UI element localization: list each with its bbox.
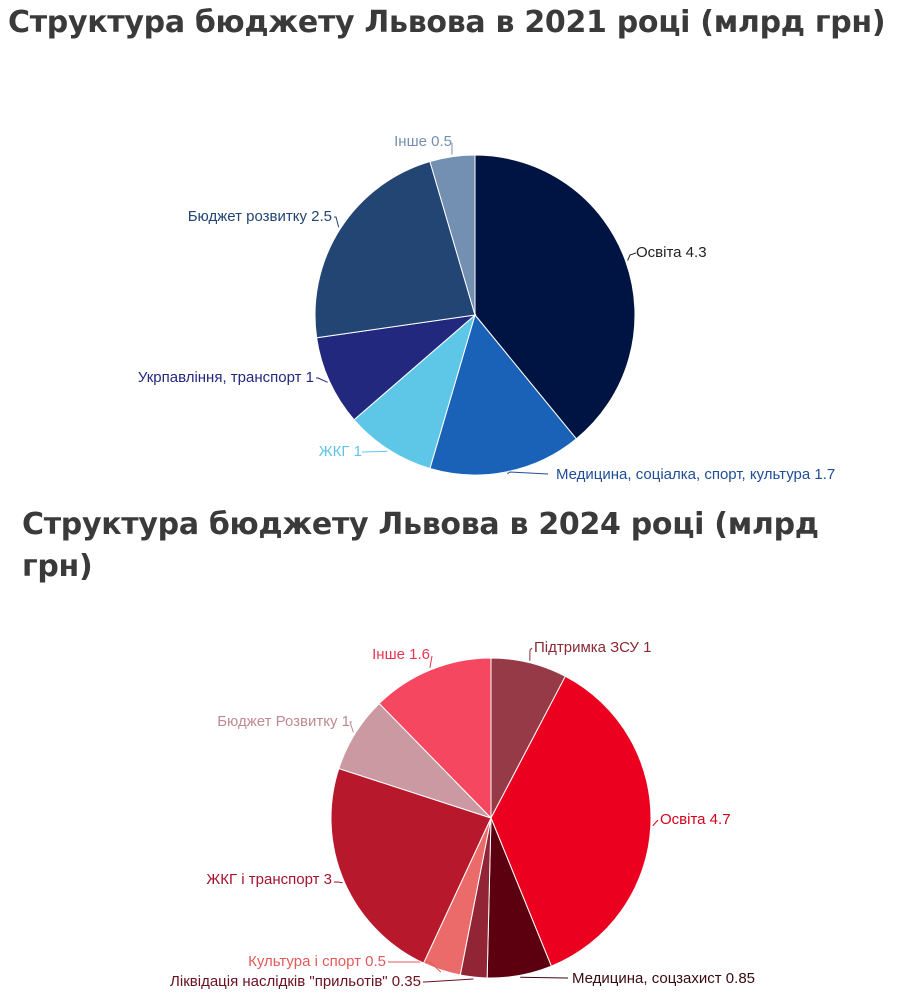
pie-slice-інше: [378, 657, 492, 820]
slice-label: Медицина, соціалка, спорт, культура 1.7: [556, 466, 835, 483]
leader-line: [349, 721, 354, 733]
leader-line: [506, 471, 549, 475]
pie-slice-жкг: [353, 313, 476, 470]
leader-line: [388, 961, 442, 973]
leader-line: [627, 252, 637, 261]
chart-title-2021: Структура бюджету Львова в 2021 році (мл…: [8, 5, 886, 40]
slice-label: Медицина, соцзахист 0.85: [572, 970, 755, 987]
pie-slice-укрпавління-транспорт: [316, 314, 477, 421]
leader-line: [652, 819, 659, 827]
slice-label: Укрпавління, транспорт 1: [138, 369, 314, 386]
slice-label: Інше 1.6: [372, 646, 430, 663]
leader-line: [334, 881, 343, 884]
slice-label: Підтримка ЗСУ 1: [534, 639, 651, 656]
leader-line: [361, 450, 388, 453]
slice-label: Культура і спорт 0.5: [248, 953, 386, 970]
pie-chart-2024: Підтримка ЗСУ 1 Освіта 4.7 Медицина, соцза…: [170, 639, 755, 990]
slice-label: Бюджет розвитку 2.5: [188, 208, 332, 225]
slice-label: ЖКГ і транспорт 3: [206, 871, 332, 888]
leader-line: [316, 377, 328, 383]
pie-slice-жкг-і-транспорт: [330, 767, 492, 964]
pie-chart-2021: Освіта 4.3 Медицина, соціалка, спорт, кул…: [138, 133, 835, 483]
pie-slice-бюджет-розвитку: [314, 160, 476, 339]
slice-label: Освіта 4.3: [636, 244, 707, 261]
chart-title-2024: Структура бюджету Львова в 2024 році (мл…: [22, 507, 819, 584]
slice-label: Освіта 4.7: [660, 811, 731, 828]
pie-slice-медицина-соціалка-спорт-культура: [429, 313, 577, 476]
pie-slice-освіта: [490, 675, 652, 967]
leader-line: [529, 647, 533, 661]
leader-line: [520, 976, 568, 979]
pie-slice-інше: [429, 154, 476, 316]
slice-label: Бюджет Розвитку 1: [217, 713, 350, 730]
leader-line: [429, 655, 433, 669]
slice-label: Інше 0.5: [394, 133, 452, 150]
slice-label: ЖКГ 1: [319, 443, 362, 460]
leader-line: [334, 216, 340, 228]
pie-slice-освіта: [474, 154, 636, 440]
leader-line: [423, 978, 474, 983]
slice-label: Ліквідація наслідків "прильотів" 0.35: [170, 973, 421, 990]
